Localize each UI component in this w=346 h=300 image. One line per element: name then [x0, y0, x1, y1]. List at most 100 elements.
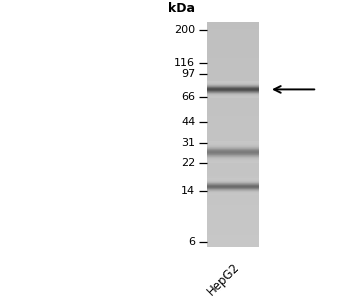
Bar [207, 232, 259, 234]
Bar [207, 133, 259, 134]
Bar [207, 48, 259, 49]
Bar [207, 44, 259, 45]
Bar [207, 201, 259, 202]
Bar [207, 139, 259, 140]
Text: 14: 14 [181, 186, 195, 196]
Bar [207, 50, 259, 51]
Bar [207, 100, 259, 101]
Bar [207, 125, 259, 127]
Bar [207, 64, 259, 66]
Bar [207, 66, 259, 67]
Bar [207, 243, 259, 244]
Bar [207, 123, 259, 124]
Bar [207, 204, 259, 206]
Bar [207, 129, 259, 130]
Bar [207, 49, 259, 50]
Bar [207, 172, 259, 173]
Bar [207, 132, 259, 133]
Bar [207, 208, 259, 209]
Bar [207, 236, 259, 237]
Bar [207, 196, 259, 198]
Bar [207, 33, 259, 34]
Bar [207, 127, 259, 128]
Bar [207, 118, 259, 119]
Bar [207, 53, 259, 54]
Bar [207, 34, 259, 35]
Bar [207, 114, 259, 115]
Bar [207, 68, 259, 69]
Bar [207, 219, 259, 220]
Bar [207, 101, 259, 102]
Bar [207, 128, 259, 129]
Bar [207, 109, 259, 110]
Bar [207, 156, 259, 157]
Bar [207, 56, 259, 57]
Text: 200: 200 [174, 25, 195, 35]
Bar [207, 40, 259, 41]
Bar [207, 185, 259, 186]
Bar [207, 111, 259, 112]
Bar [207, 59, 259, 60]
Bar [207, 192, 259, 193]
Bar [207, 231, 259, 232]
Bar [207, 28, 259, 30]
Bar [207, 210, 259, 211]
Bar [207, 239, 259, 240]
Bar [207, 217, 259, 218]
Bar [207, 61, 259, 62]
Bar [207, 75, 259, 76]
Bar [207, 245, 259, 246]
Bar [207, 178, 259, 180]
Bar [207, 183, 259, 184]
Bar [207, 25, 259, 26]
Bar [207, 70, 259, 71]
Bar [207, 26, 259, 27]
Bar [207, 240, 259, 242]
Bar [207, 104, 259, 105]
Bar [207, 191, 259, 192]
Bar [207, 246, 259, 247]
Bar [207, 211, 259, 212]
Bar [207, 212, 259, 213]
Bar [207, 54, 259, 56]
Bar [207, 186, 259, 188]
Text: kDa: kDa [168, 2, 195, 15]
Bar [207, 116, 259, 118]
Bar [207, 182, 259, 183]
Bar [207, 165, 259, 166]
Text: 22: 22 [181, 158, 195, 169]
Bar [207, 95, 259, 96]
Bar [207, 107, 259, 109]
Bar [207, 122, 259, 123]
Bar [207, 80, 259, 82]
Bar [207, 176, 259, 177]
Bar [207, 136, 259, 137]
Bar [207, 138, 259, 139]
Bar [207, 181, 259, 182]
Bar [207, 157, 259, 158]
Bar [207, 145, 259, 146]
Bar [207, 79, 259, 80]
Bar [207, 76, 259, 77]
Bar [207, 98, 259, 100]
Bar [207, 73, 259, 74]
Bar [207, 199, 259, 200]
Text: 6: 6 [188, 237, 195, 247]
Bar [207, 225, 259, 226]
Bar [207, 174, 259, 175]
Bar [207, 120, 259, 121]
Bar [207, 112, 259, 113]
Bar [207, 131, 259, 132]
Bar [207, 244, 259, 245]
Bar [207, 242, 259, 243]
Bar [207, 140, 259, 141]
Bar [207, 46, 259, 48]
Bar [207, 42, 259, 43]
Text: 66: 66 [181, 92, 195, 102]
Bar [207, 24, 259, 25]
Bar [207, 84, 259, 85]
Bar [207, 195, 259, 196]
Bar [207, 221, 259, 222]
Bar [207, 224, 259, 225]
Bar [207, 200, 259, 201]
